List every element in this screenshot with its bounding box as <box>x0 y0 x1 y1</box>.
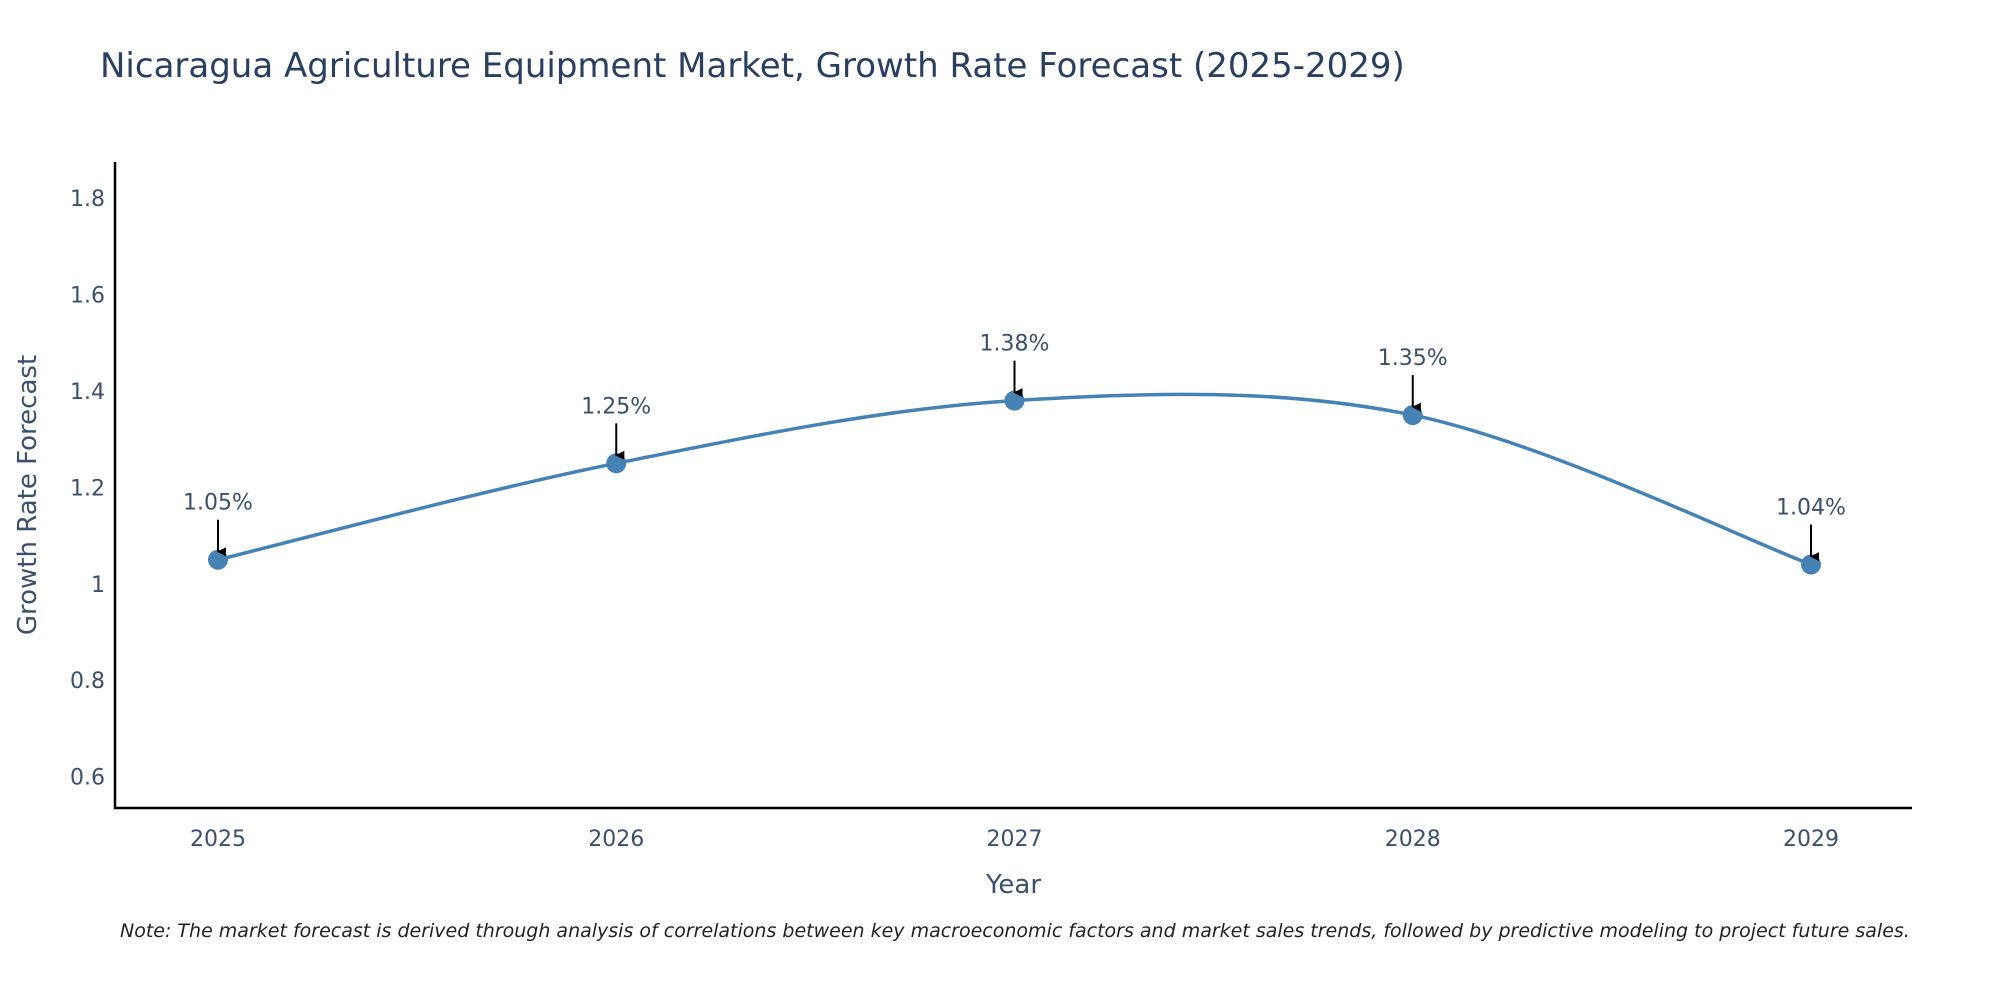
series-line <box>217 392 1812 567</box>
y-tick-label: 0.6 <box>70 766 105 791</box>
series-line-group <box>217 392 1812 567</box>
data-point <box>208 549 228 570</box>
y-tick-label: 1.4 <box>70 380 105 405</box>
y-tick-label: 0.8 <box>70 669 105 694</box>
chart-title: Nicaragua Agriculture Equipment Market, … <box>100 46 1405 86</box>
data-point <box>1801 554 1821 575</box>
data-label: 1.04% <box>1776 496 1846 521</box>
data-label: 1.38% <box>980 332 1050 357</box>
y-tick-label: 1.2 <box>70 476 105 501</box>
axes: 0.6 0.8 1 1.2 1.4 1.6 1.8 2025 2026 2027 2028 2029 Y… <box>13 162 1912 900</box>
data-marks: 1.05% 1.25% 1.38% 1.35% 1.04% <box>183 332 1846 575</box>
y-tick-label: 1.8 <box>70 187 105 212</box>
y-axis-title: Growth Rate Forecast <box>13 355 43 635</box>
y-tick-label: 1 <box>91 573 105 598</box>
data-label: 1.35% <box>1378 346 1448 371</box>
x-tick-label: 2025 <box>190 827 246 852</box>
data-point <box>1402 405 1423 426</box>
data-label: 1.25% <box>581 394 651 419</box>
data-point <box>1004 390 1025 411</box>
data-point <box>606 453 627 474</box>
data-label: 1.05% <box>183 491 253 516</box>
x-tick-label: 2028 <box>1385 827 1441 852</box>
x-tick-label: 2026 <box>588 827 644 852</box>
x-tick-label: 2029 <box>1783 827 1839 852</box>
x-axis-title: Year <box>985 870 1041 900</box>
x-tick-label: 2027 <box>987 827 1043 852</box>
y-tick-label: 1.6 <box>70 284 105 309</box>
chart-note: Note: The market forecast is derived thr… <box>120 920 1910 942</box>
